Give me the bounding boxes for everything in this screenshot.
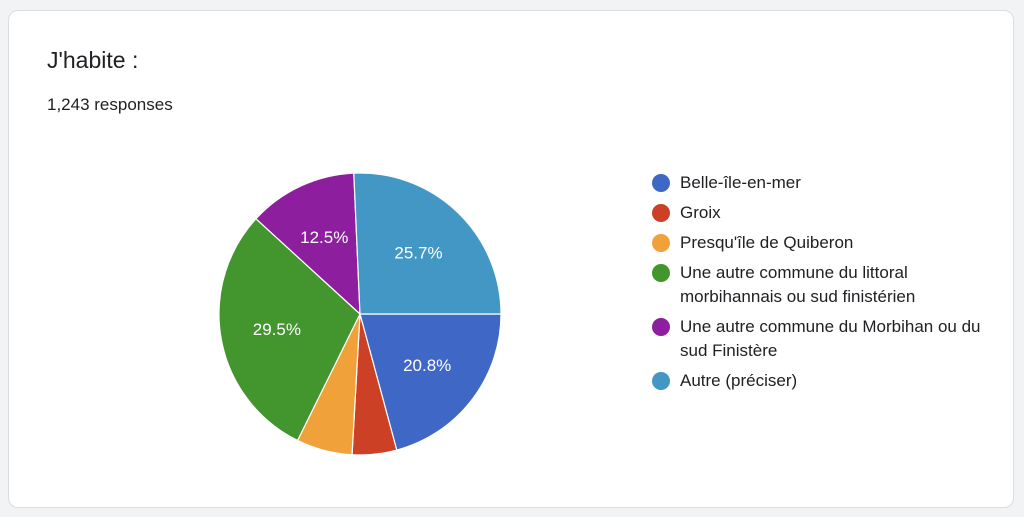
legend-swatch — [652, 318, 670, 336]
legend-label: Presqu'île de Quiberon — [680, 233, 854, 252]
legend-swatch — [652, 174, 670, 192]
slice-percentage-label: 12.5% — [300, 228, 348, 247]
pie-slice — [359, 313, 502, 451]
legend-item: Autre (préciser) — [652, 369, 992, 393]
legend-swatch — [652, 204, 670, 222]
legend-item: Presqu'île de Quiberon — [652, 231, 992, 255]
slice-percentage-label: 29.5% — [253, 320, 301, 339]
pie-slice — [255, 172, 361, 316]
legend-swatch — [652, 372, 670, 390]
legend-label: Belle-île-en-mer — [680, 173, 801, 192]
chart-card: J'habite : 1,243 responses 20.8% 29.5% 12.… — [8, 10, 1014, 508]
legend-item: Une autre commune du Morbihan ou du sud … — [652, 315, 992, 363]
pie-slice — [353, 172, 502, 315]
legend-item: Groix — [652, 201, 992, 225]
legend-label: Une autre commune du littoral morbihanna… — [680, 263, 916, 306]
legend-swatch — [652, 264, 670, 282]
pie-slice — [218, 217, 361, 442]
legend-item: Une autre commune du littoral morbihanna… — [652, 261, 992, 309]
pie-chart: 20.8% 29.5% 12.5% 25.7% — [218, 172, 502, 456]
chart-legend: Belle-île-en-mer Groix Presqu'île de Quibe… — [652, 171, 992, 399]
slice-percentage-label: 20.8% — [403, 356, 451, 375]
response-count: 1,243 responses — [47, 95, 173, 114]
slice-percentage-label: 25.7% — [394, 243, 442, 262]
legend-label: Autre (préciser) — [680, 371, 798, 390]
question-title: J'habite : — [47, 47, 139, 73]
legend-swatch — [652, 234, 670, 252]
legend-label: Une autre commune du Morbihan ou du sud … — [680, 317, 981, 360]
legend-item: Belle-île-en-mer — [652, 171, 992, 195]
legend-label: Groix — [680, 203, 721, 222]
